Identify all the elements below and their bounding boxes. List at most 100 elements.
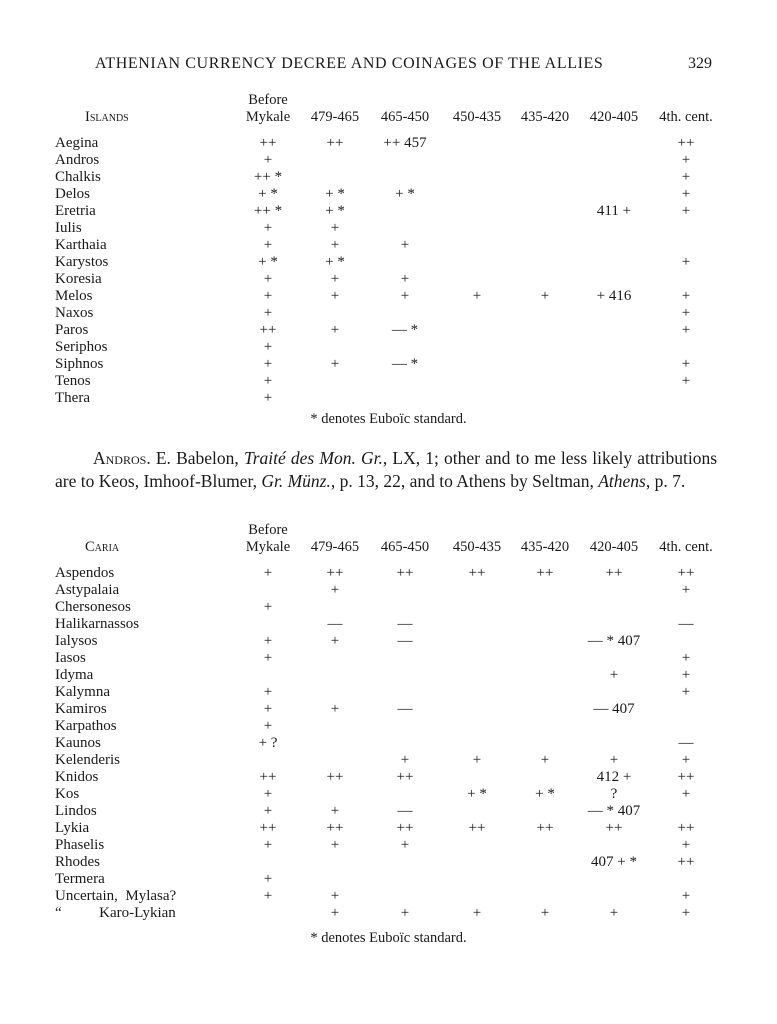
table-cell: ++ bbox=[259, 820, 277, 836]
table-cell: + bbox=[263, 803, 273, 819]
table-cell: + bbox=[681, 152, 691, 168]
mint-name: Paros bbox=[55, 322, 89, 338]
table-cell: + bbox=[540, 288, 550, 304]
table-cell: + bbox=[263, 152, 273, 168]
table-cell: — bbox=[678, 616, 694, 632]
table-cell: ++ bbox=[536, 820, 554, 836]
mint-name: Andros bbox=[55, 152, 100, 168]
table-cell: + bbox=[681, 837, 691, 853]
table-cell: + bbox=[330, 271, 340, 287]
mint-name: Seriphos bbox=[55, 339, 108, 355]
mint-name: Aegina bbox=[55, 135, 99, 151]
table-cell: + bbox=[681, 582, 691, 598]
mint-name: Iasos bbox=[55, 650, 86, 666]
mint-name: Idyma bbox=[55, 667, 94, 683]
mint-name: Thera bbox=[55, 390, 90, 406]
table-cell: + bbox=[263, 684, 273, 700]
column-header: 435-420 bbox=[520, 109, 570, 125]
table-cell: — bbox=[397, 803, 413, 819]
mint-name: Kaunos bbox=[55, 735, 101, 751]
table-cell: + bbox=[540, 752, 550, 768]
andros-paragraph: Andros. E. Babelon, Traité des Mon. Gr.,… bbox=[55, 447, 717, 493]
table-cell: + * bbox=[467, 786, 487, 802]
table-cell: — * bbox=[391, 322, 419, 338]
mint-name: Karystos bbox=[55, 254, 109, 270]
table-cell: + bbox=[330, 356, 340, 372]
mint-name: Aspendos bbox=[55, 565, 115, 581]
table-cell: + bbox=[681, 373, 691, 389]
table-cell: + bbox=[330, 837, 340, 853]
table-cell: + bbox=[681, 905, 691, 921]
mint-name: Siphnos bbox=[55, 356, 104, 372]
table-cell: ++ bbox=[326, 769, 344, 785]
mint-name: Lykia bbox=[55, 820, 90, 836]
table-cell: + bbox=[609, 752, 619, 768]
mint-name: Ialysos bbox=[55, 633, 98, 649]
paragraph-text: , p. 7. bbox=[645, 471, 686, 491]
table-cell: ++ bbox=[468, 565, 486, 581]
table-cell: ++ bbox=[677, 769, 695, 785]
table-cell: + * bbox=[325, 254, 345, 270]
table-cell: + bbox=[263, 339, 273, 355]
table-cell: + * bbox=[258, 254, 278, 270]
table-cell: + bbox=[400, 837, 410, 853]
table-cell: + ? bbox=[258, 735, 278, 751]
table-cell: — 407 bbox=[593, 701, 635, 717]
table-cell: + bbox=[681, 254, 691, 270]
mint-name: Knidos bbox=[55, 769, 99, 785]
table-cell: ++ bbox=[396, 769, 414, 785]
mint-name: Karpathos bbox=[55, 718, 117, 734]
table-cell: + bbox=[263, 356, 273, 372]
page-number: 329 bbox=[688, 55, 712, 72]
table-cell: ++ bbox=[605, 565, 623, 581]
italic-citation: Athens bbox=[598, 471, 646, 491]
table-cell: + bbox=[681, 356, 691, 372]
table-cell: + bbox=[263, 565, 273, 581]
mint-name: Halikarnassos bbox=[55, 616, 140, 632]
table-cell: + bbox=[681, 888, 691, 904]
table-cell: + bbox=[330, 582, 340, 598]
table-cell: + bbox=[263, 871, 273, 887]
table-cell: + bbox=[681, 650, 691, 666]
column-header: Before bbox=[248, 92, 288, 108]
table-cell: ++ bbox=[396, 565, 414, 581]
table-cell: ++ bbox=[536, 565, 554, 581]
table-cell: + bbox=[681, 288, 691, 304]
region-heading: Islands bbox=[85, 109, 129, 125]
table-cell: ++ bbox=[677, 820, 695, 836]
table-cell: + bbox=[472, 288, 482, 304]
mint-name: Naxos bbox=[55, 305, 94, 321]
column-header: Mykale bbox=[245, 109, 291, 125]
table-cell: + bbox=[263, 599, 273, 615]
region-heading: Caria bbox=[85, 539, 120, 555]
table-cell: ++ bbox=[326, 820, 344, 836]
column-header: Before bbox=[248, 522, 288, 538]
table-cell: — * 407 bbox=[587, 633, 641, 649]
table-cell: + bbox=[263, 633, 273, 649]
mint-name: Koresia bbox=[55, 271, 102, 287]
mint-name: Termera bbox=[55, 871, 105, 887]
mint-name: Kos bbox=[55, 786, 80, 802]
table-cell: + bbox=[263, 237, 273, 253]
table-cell: 412 + bbox=[596, 769, 632, 785]
mint-name: Lindos bbox=[55, 803, 97, 819]
table-cell: ++ bbox=[605, 820, 623, 836]
mint-name: Chersonesos bbox=[55, 599, 131, 615]
table-cell: ++ bbox=[259, 322, 277, 338]
table-cell: + bbox=[330, 322, 340, 338]
mint-name: Iulis bbox=[55, 220, 82, 236]
table-cell: + bbox=[330, 633, 340, 649]
running-head: ATHENIAN CURRENCY DECREE AND COINAGES OF… bbox=[95, 55, 604, 72]
paragraph-text: E. Babelon, bbox=[150, 448, 244, 468]
table-cell: ++ bbox=[677, 854, 695, 870]
table-cell: + bbox=[330, 288, 340, 304]
table-cell: + * bbox=[535, 786, 555, 802]
table-cell: ++ bbox=[259, 769, 277, 785]
table-cell: + bbox=[681, 786, 691, 802]
mint-name: Chalkis bbox=[55, 169, 101, 185]
table-cell: + bbox=[263, 305, 273, 321]
column-header: 479-465 bbox=[310, 539, 360, 555]
table-cell: + bbox=[609, 667, 619, 683]
table-cell: ++ bbox=[396, 820, 414, 836]
table-cell: + * bbox=[395, 186, 415, 202]
